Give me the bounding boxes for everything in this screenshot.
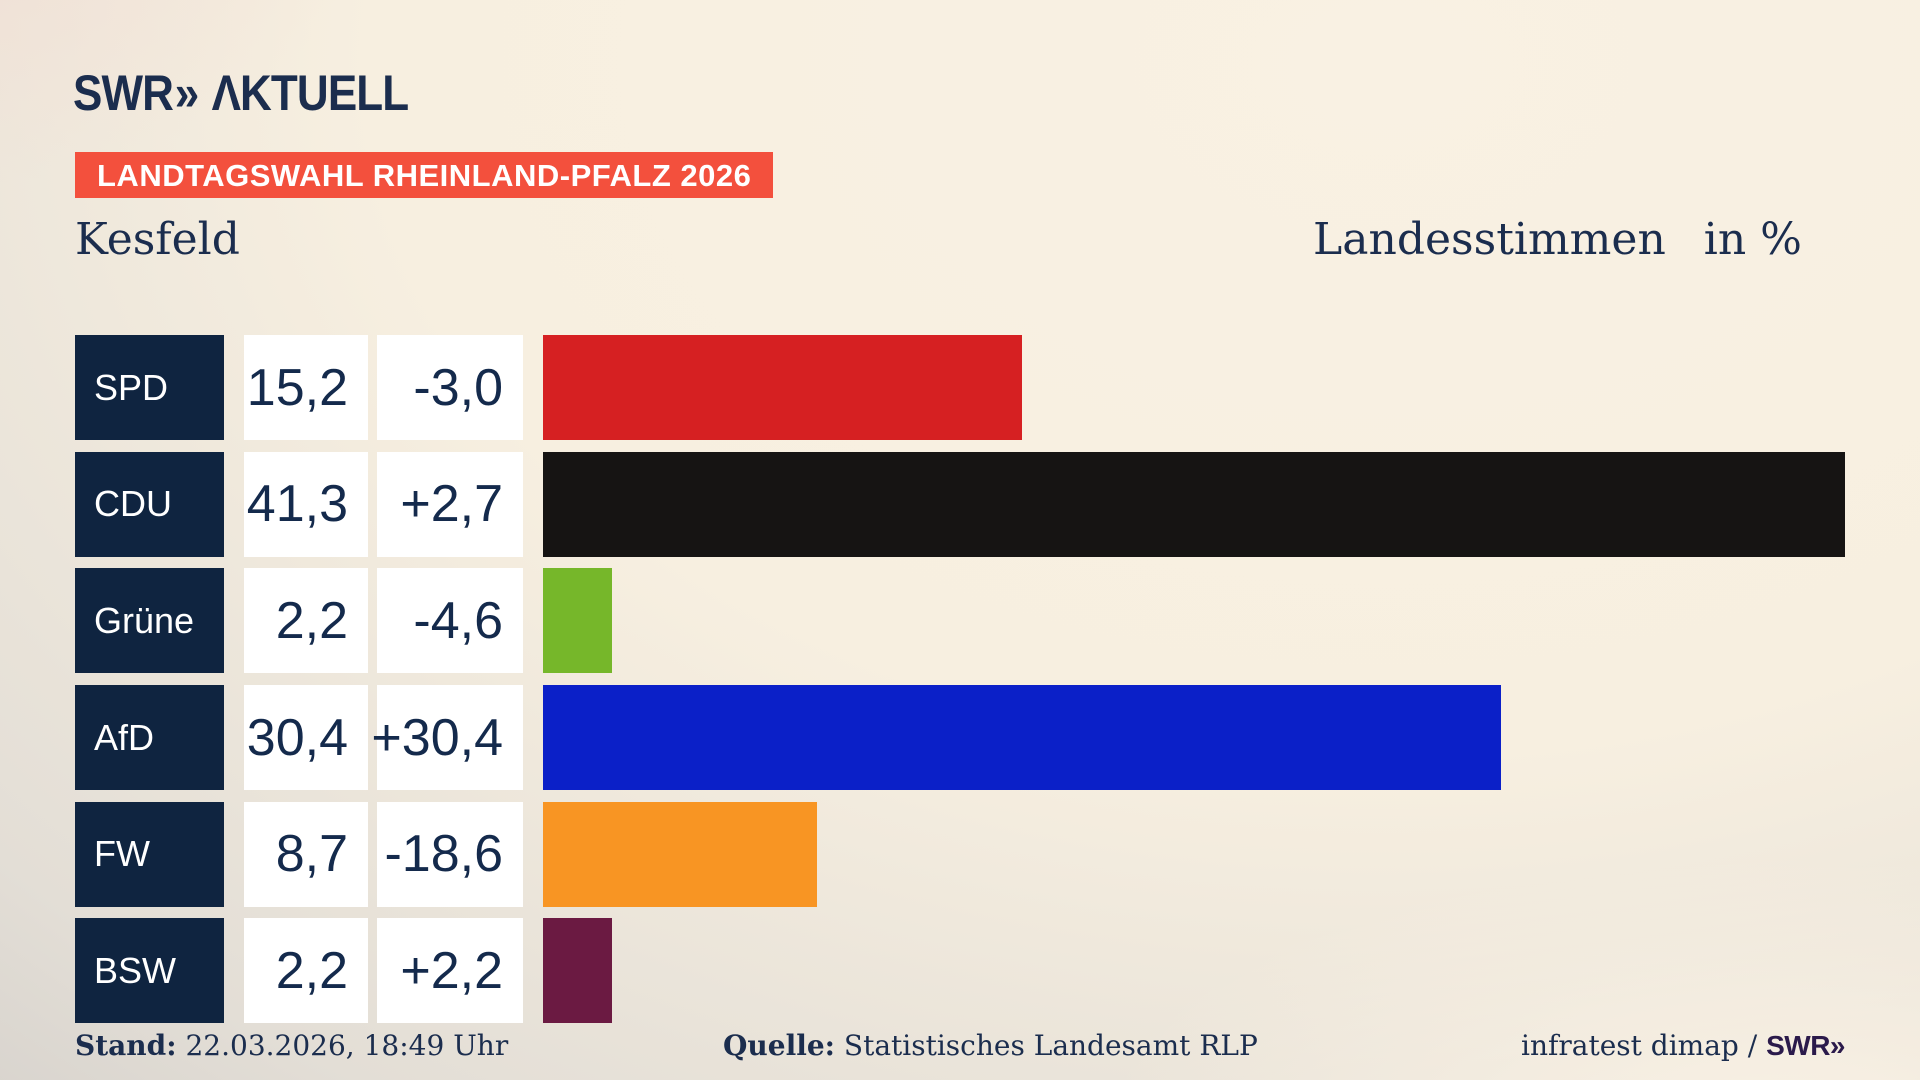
agency-credit: infratest dimap / SWR» [1521,1028,1845,1064]
result-value: 2,2 [275,591,348,650]
change-value-box: +2,2 [377,918,523,1024]
logo-chevrons-icon: » [174,65,199,121]
result-value: 8,7 [275,825,348,884]
measure-label: Landesstimmen [1313,214,1666,265]
party-label: FW [94,833,150,875]
change-value-box: -4,6 [377,568,523,674]
party-result-row: BSW 2,2 +2,2 [75,918,1845,1024]
result-bar [543,451,1845,557]
party-result-row: Grüne 2,2 -4,6 [75,568,1845,674]
result-bar [543,685,1502,791]
party-label: CDU [94,483,172,525]
change-value: -4,6 [413,591,503,650]
change-value: -3,0 [413,358,503,417]
party-label-box: SPD [75,335,224,440]
party-label-box: FW [75,801,224,907]
party-label-box: CDU [75,451,224,557]
result-value-box: 30,4 [244,685,368,791]
party-result-row: SPD 15,2 -3,0 [75,335,1845,440]
logo-swr-text: SWR [73,65,174,121]
result-bar [543,918,613,1024]
result-value-box: 15,2 [244,335,368,440]
title-row: Kesfeld Landesstimmen in % [75,214,1802,267]
bar-track [543,918,1845,1024]
party-result-row: AfD 30,4 +30,4 [75,685,1845,791]
party-label: SPD [94,366,169,408]
source-label: Quelle: [723,1029,835,1062]
change-value: -18,6 [384,825,503,884]
credit-text: infratest dimap / [1521,1029,1767,1062]
result-value-box: 2,2 [244,918,368,1024]
bar-track [543,685,1845,791]
result-value: 30,4 [246,708,348,767]
change-value: +2,2 [400,941,503,1000]
result-value-box: 8,7 [244,801,368,907]
election-badge: LANDTAGSWAHL RHEINLAND-PFALZ 2026 [75,152,774,198]
party-label: AfD [94,716,155,758]
party-label: BSW [94,949,177,991]
party-result-row: CDU 41,3 +2,7 [75,451,1845,557]
measure-title: Landesstimmen in % [1313,214,1802,267]
status-timestamp: Stand: 22.03.2026, 18:49 Uhr [75,1028,508,1064]
stand-label: Stand: [75,1029,177,1062]
party-result-row: FW 8,7 -18,6 [75,801,1845,907]
party-label-box: BSW [75,918,224,1024]
change-value: +2,7 [400,475,503,534]
bar-track [543,451,1845,557]
result-value-box: 2,2 [244,568,368,674]
logo-aktuell-text: ΛKTUELL [211,65,410,121]
source-value: Statistisches Landesamt RLP [835,1029,1258,1062]
change-value-box: -3,0 [377,335,523,440]
change-value-box: +30,4 [371,685,523,791]
change-value-box: +2,7 [377,451,523,557]
party-label: Grüne [94,599,195,641]
municipality-title: Kesfeld [75,214,240,265]
source-credit: Quelle: Statistisches Landesamt RLP [723,1028,1258,1064]
change-value: +30,4 [371,708,503,767]
result-value: 2,2 [275,941,348,1000]
result-bar [543,801,818,907]
results-bar-chart: SPD 15,2 -3,0 CDU 41,3 +2,7 [75,335,1845,1024]
bar-track [543,568,1845,674]
swr-aktuell-logo: SWR» ΛKTUELL [73,65,410,121]
unit-label: in % [1703,214,1802,265]
stand-value: 22.03.2026, 18:49 Uhr [176,1029,509,1062]
party-label-box: AfD [75,685,224,791]
result-bar [543,335,1023,440]
result-value: 15,2 [246,358,348,417]
swr-logo-small: SWR» [1766,1030,1845,1061]
result-bar [543,568,613,674]
result-value-box: 41,3 [244,451,368,557]
result-value: 41,3 [246,475,348,534]
bar-track [543,335,1845,440]
bar-track [543,801,1845,907]
change-value-box: -18,6 [377,801,523,907]
party-label-box: Grüne [75,568,224,674]
